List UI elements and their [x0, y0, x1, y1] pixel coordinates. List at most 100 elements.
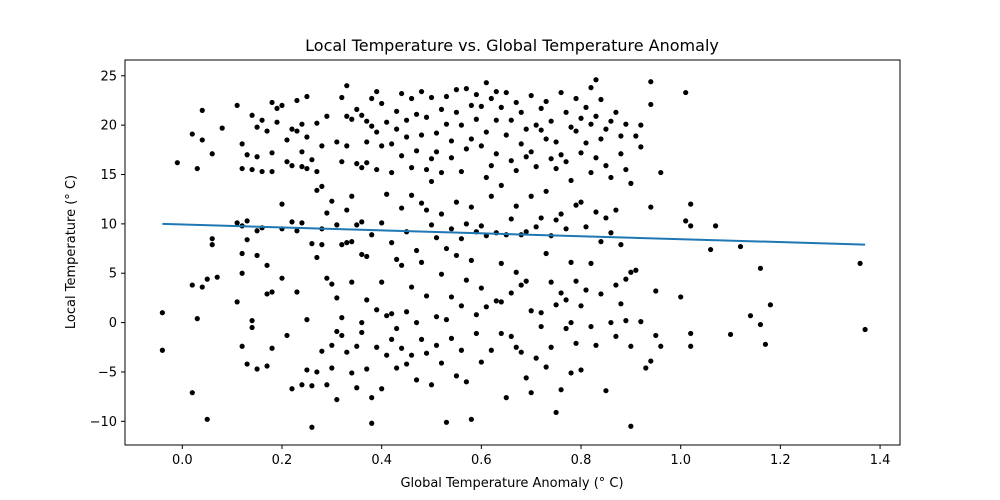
data-point [408, 192, 415, 198]
data-point [498, 182, 504, 188]
data-point [478, 143, 484, 149]
points-layer [159, 77, 868, 430]
data-point [418, 88, 425, 95]
data-point [299, 164, 305, 170]
data-point [528, 92, 534, 99]
data-point [418, 132, 425, 138]
data-point [603, 215, 609, 221]
data-point [369, 95, 375, 102]
data-point [628, 180, 634, 186]
data-point [399, 205, 405, 211]
data-point [628, 423, 634, 429]
y-tick-label: 5 [109, 267, 117, 282]
data-point [553, 165, 559, 172]
data-point [443, 93, 450, 100]
data-point [573, 128, 579, 134]
data-point [588, 85, 594, 91]
y-tick-label: 25 [100, 69, 117, 84]
data-point [369, 232, 375, 238]
data-point [329, 365, 335, 371]
data-point [299, 121, 305, 127]
data-point [349, 370, 355, 376]
data-point [523, 126, 529, 132]
data-point [314, 168, 320, 175]
data-point [279, 275, 285, 281]
data-point [503, 395, 509, 401]
y-tick-label: −10 [90, 415, 117, 430]
data-point [344, 143, 350, 149]
data-point [438, 211, 445, 217]
data-point [648, 79, 654, 85]
data-point [284, 332, 290, 339]
data-point [598, 136, 604, 142]
data-point [533, 122, 539, 128]
data-point [334, 396, 340, 403]
data-point [513, 167, 519, 174]
data-point [578, 115, 584, 121]
data-point [463, 146, 469, 152]
data-point [418, 336, 425, 342]
data-point [458, 347, 465, 353]
data-point [389, 141, 395, 147]
data-point [304, 367, 310, 373]
y-tick-label: −5 [98, 365, 117, 380]
data-point [334, 328, 340, 335]
data-point [389, 311, 395, 317]
data-point [578, 150, 584, 156]
data-point [294, 128, 300, 134]
data-point [488, 95, 494, 102]
data-point [344, 83, 350, 89]
data-point [389, 240, 395, 246]
data-point [364, 253, 370, 260]
data-point [354, 106, 360, 112]
data-point [563, 325, 569, 332]
data-point [508, 290, 514, 296]
data-point [593, 342, 599, 348]
data-point [618, 301, 624, 307]
data-point [593, 77, 599, 83]
data-point [349, 193, 355, 199]
data-point [359, 251, 365, 258]
data-point [239, 270, 245, 276]
y-tick-label: 10 [100, 217, 117, 232]
data-point [418, 200, 425, 206]
data-point [513, 344, 519, 350]
data-point [194, 316, 200, 322]
data-point [329, 281, 335, 287]
data-point [678, 294, 684, 300]
data-point [408, 284, 415, 290]
data-point [603, 126, 609, 132]
data-point [214, 274, 220, 280]
data-point [274, 119, 280, 125]
data-point [643, 365, 649, 371]
data-point [344, 240, 350, 246]
data-point [548, 344, 554, 350]
data-point [658, 343, 664, 349]
data-point [379, 220, 385, 226]
data-point [374, 307, 380, 313]
y-tick-label: 15 [100, 168, 117, 183]
data-point [453, 199, 460, 205]
data-point [737, 243, 744, 250]
data-point [239, 250, 245, 257]
data-point [508, 333, 514, 340]
data-point [189, 390, 195, 396]
data-point [458, 122, 465, 128]
data-point [364, 139, 370, 145]
data-point [423, 114, 430, 120]
data-point [543, 188, 549, 194]
data-point [618, 151, 624, 157]
data-point [583, 224, 589, 230]
data-point [234, 220, 240, 226]
data-point [453, 252, 460, 259]
data-point [304, 134, 310, 140]
data-point [209, 236, 215, 242]
data-point [563, 297, 569, 303]
data-point [199, 137, 205, 143]
data-point [413, 377, 420, 383]
data-point [518, 282, 524, 288]
data-point [483, 174, 489, 181]
data-point [438, 360, 445, 366]
data-point [553, 409, 559, 416]
data-point [498, 260, 504, 266]
